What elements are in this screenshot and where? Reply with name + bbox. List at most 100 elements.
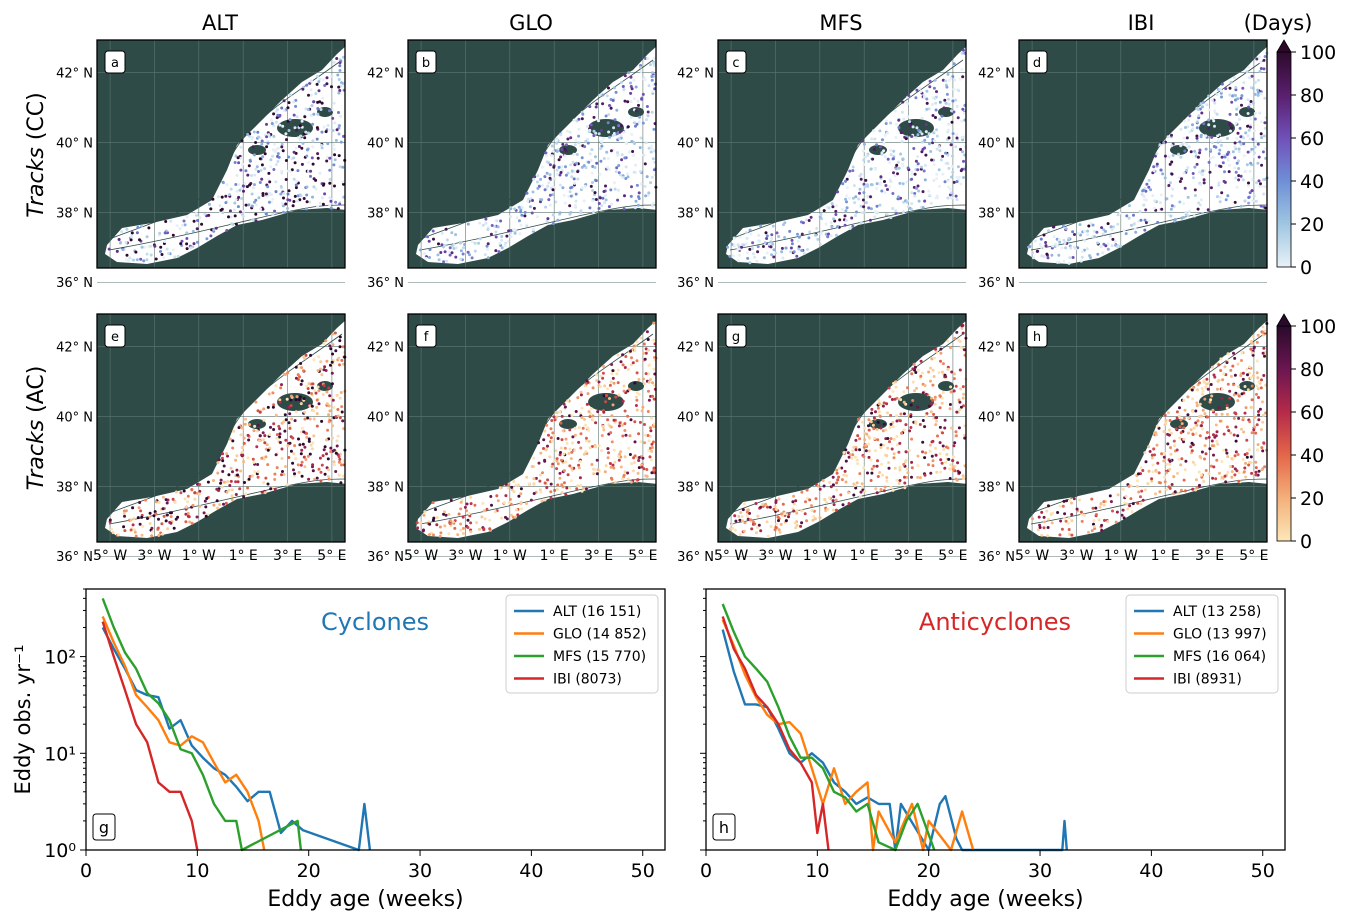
- eddy-dot: [587, 410, 591, 414]
- eddy-dot: [1102, 500, 1106, 504]
- eddy-dot: [610, 202, 614, 206]
- eddy-dot: [543, 188, 547, 192]
- eddy-dot: [275, 116, 279, 120]
- eddy-dot: [619, 173, 622, 177]
- eddy-dot: [220, 485, 224, 489]
- eddy-dot: [174, 490, 178, 494]
- eddy-dot: [269, 487, 273, 491]
- eddy-dot: [626, 175, 630, 179]
- eddy-dot: [746, 256, 750, 260]
- eddy-dot: [234, 493, 238, 496]
- eddy-dot: [1167, 411, 1170, 415]
- eddy-dot: [341, 180, 345, 184]
- eddy-dot: [543, 429, 547, 433]
- eddy-dot: [556, 483, 560, 487]
- eddy-dot: [925, 101, 929, 105]
- eddy-dot: [806, 496, 809, 500]
- eddy-dot: [570, 169, 574, 173]
- eddy-dot: [296, 373, 300, 377]
- eddy-dot: [510, 513, 514, 517]
- eddy-dot: [852, 493, 856, 497]
- eddy-dot: [963, 433, 967, 437]
- eddy-dot: [251, 457, 255, 461]
- eddy-dot: [327, 420, 331, 424]
- eddy-dot: [882, 422, 886, 426]
- eddy-dot: [325, 452, 328, 456]
- eddy-dot: [463, 243, 467, 246]
- eddy-dot: [235, 468, 239, 472]
- eddy-dot: [1226, 412, 1229, 416]
- eddy-dot: [461, 526, 465, 530]
- eddy-dot: [193, 497, 197, 501]
- eddy-dot: [921, 206, 925, 209]
- eddy-dot: [800, 249, 804, 252]
- eddy-dot: [1255, 384, 1259, 388]
- eddy-dot: [1116, 493, 1120, 497]
- eddy-dot: [183, 497, 187, 501]
- eddy-dot: [466, 518, 470, 522]
- eddy-dot: [308, 200, 312, 204]
- eddy-dot: [1078, 223, 1082, 227]
- eddy-dot: [1179, 127, 1183, 131]
- eddy-dot: [328, 177, 332, 181]
- eddy-dot: [1104, 229, 1107, 233]
- eddy-dot: [586, 137, 590, 141]
- eddy-dot: [856, 462, 860, 466]
- eddy-dot: [629, 81, 632, 85]
- eddy-dot: [337, 154, 341, 158]
- eddy-dot: [295, 179, 299, 183]
- eddy-dot: [943, 180, 947, 184]
- eddy-dot: [265, 145, 269, 149]
- row-label-ac-italic: Tracks: [24, 420, 49, 491]
- eddy-dot: [311, 145, 315, 149]
- eddy-dot: [326, 124, 330, 127]
- eddy-dot: [253, 470, 257, 474]
- eddy-dot: [274, 413, 278, 417]
- eddy-dot: [876, 420, 880, 424]
- eddy-dot: [582, 452, 586, 456]
- eddy-dot: [318, 171, 322, 175]
- eddy-dot: [1248, 76, 1251, 80]
- eddy-dot: [823, 498, 827, 502]
- eddy-dot: [247, 477, 251, 481]
- eddy-dot: [227, 473, 231, 477]
- eddy-dot: [863, 185, 867, 189]
- eddy-dot: [556, 437, 560, 440]
- eddy-dot: [289, 398, 293, 402]
- eddy-dot: [321, 393, 325, 396]
- eddy-dot: [306, 387, 310, 390]
- eddy-dot: [916, 405, 920, 409]
- eddy-dot: [606, 418, 610, 422]
- x-tick-label: 50: [1251, 860, 1275, 882]
- eddy-dot: [1150, 479, 1154, 483]
- eddy-dot: [955, 478, 959, 482]
- eddy-dot: [320, 130, 324, 134]
- eddy-dot: [222, 464, 226, 468]
- colorbar-tick-label: 60: [1300, 402, 1324, 424]
- bathymetry-contour: [727, 59, 964, 241]
- eddy-dot: [584, 423, 588, 427]
- eddy-dot: [602, 428, 606, 432]
- eddy-dot: [865, 432, 869, 436]
- eddy-dot: [1245, 70, 1249, 74]
- eddy-dot: [280, 457, 284, 460]
- eddy-dot: [651, 157, 655, 161]
- eddy-dot: [1239, 174, 1243, 178]
- eddy-dot: [1176, 471, 1179, 475]
- eddy-dot: [862, 191, 866, 195]
- eddy-dot: [931, 459, 935, 463]
- eddy-dot: [642, 153, 646, 157]
- eddy-dot: [950, 139, 954, 143]
- eddy-dot: [445, 238, 449, 242]
- eddy-dot: [1179, 155, 1183, 159]
- eddy-dot: [863, 438, 867, 442]
- lat-tick-label: 38° N: [978, 206, 1015, 221]
- eddy-dot: [1261, 150, 1265, 154]
- eddy-dot: [150, 534, 154, 538]
- eddy-dot: [736, 243, 740, 247]
- eddy-dot: [504, 494, 508, 498]
- eddy-dot: [1228, 206, 1232, 210]
- eddy-dot: [1225, 361, 1229, 365]
- eddy-dot: [593, 467, 597, 471]
- eddy-dot: [578, 460, 582, 463]
